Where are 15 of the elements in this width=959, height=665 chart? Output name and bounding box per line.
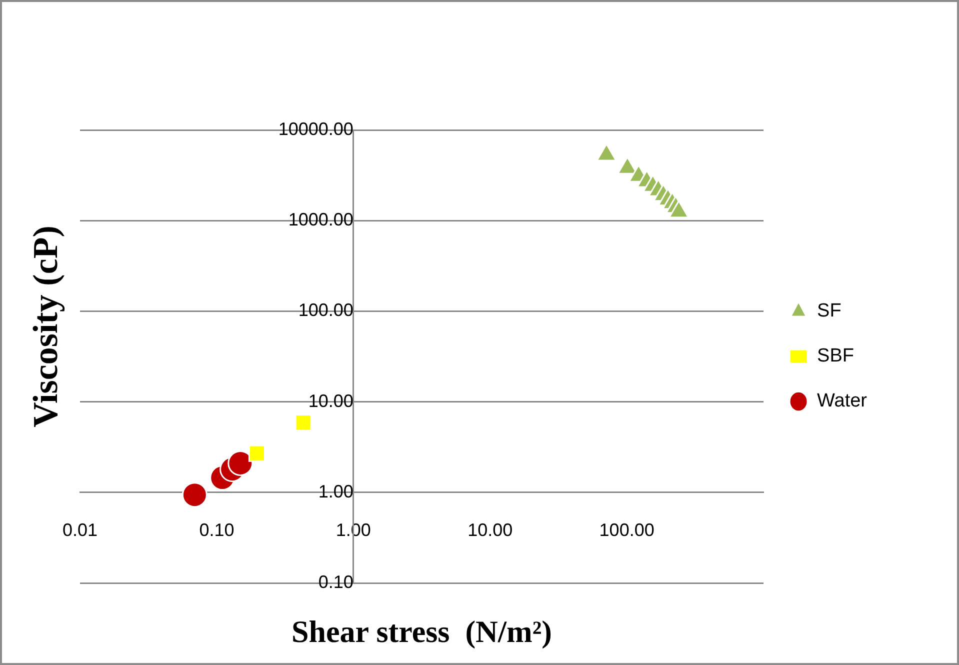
x-tick-label: 0.01: [62, 520, 98, 540]
y-tick-label: 100.00: [298, 300, 354, 320]
y-tick-label: 0.10: [318, 572, 354, 592]
legend-label: SBF: [817, 346, 854, 367]
legend-label: Water: [817, 390, 868, 412]
x-tick-label: 0.10: [199, 520, 234, 540]
legend-label: SF: [817, 300, 842, 322]
x-axis-title: Shear stress (N/m²): [292, 614, 552, 650]
x-tick-label: 10.00: [468, 520, 513, 540]
y-axis-title: Viscosity (cP): [26, 226, 66, 428]
y-tick-label: 10000.00: [278, 118, 354, 139]
y-tick-label: 10.00: [308, 390, 354, 411]
y-tick-label: 1000.00: [288, 210, 354, 230]
x-tick-label: 100.00: [599, 520, 654, 540]
y-tick-label: 1.00: [318, 481, 354, 502]
